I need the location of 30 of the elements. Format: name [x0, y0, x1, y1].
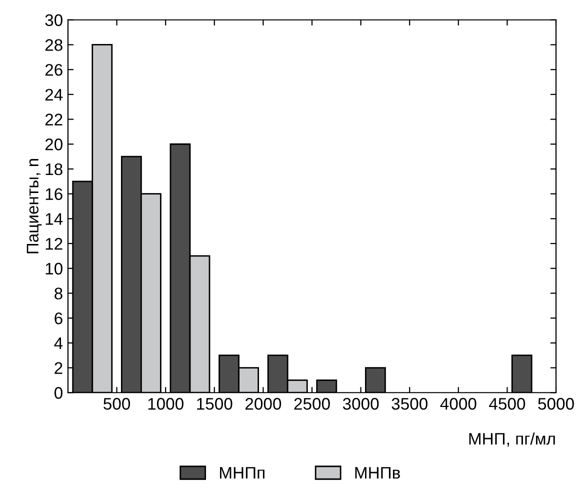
y-tick-label: 10 [46, 262, 62, 275]
legend-label: МНПп [220, 467, 264, 479]
y-tick-label: 24 [45, 88, 63, 100]
x-tick-label: 5000 [538, 398, 574, 410]
legend-label: МНПв [355, 467, 400, 479]
y-tick-label: 12 [46, 238, 62, 250]
y-tick-label: 6 [54, 312, 62, 324]
y-tick-label: 20 [45, 138, 62, 150]
x-tick-label: 2500 [294, 398, 330, 410]
x-tick-label: 1500 [197, 398, 232, 410]
x-tick-label: 2000 [245, 398, 282, 410]
x-tick-label: 1000 [148, 398, 184, 410]
x-tick-label: 3500 [392, 398, 428, 410]
y-tick-label: 26 [45, 64, 62, 76]
y-tick-label: 14 [46, 213, 63, 225]
y-tick-label: 30 [45, 14, 62, 26]
y-tick-label: 8 [54, 288, 62, 300]
y-tick-label: 16 [46, 188, 62, 200]
x-tick-label: 4000 [440, 398, 476, 410]
x-axis-title: МНП, пг/мл [469, 432, 555, 447]
y-tick-label: 22 [45, 114, 62, 126]
y-tick-label: 18 [46, 163, 62, 176]
y-axis-title: Пациенты, n [26, 158, 42, 254]
y-tick-label: 2 [54, 362, 62, 374]
y-tick-label: 0 [54, 387, 62, 399]
x-tick-label: 4500 [489, 398, 526, 410]
x-tick-label: 500 [104, 398, 130, 410]
y-tick-label: 4 [54, 338, 63, 349]
x-tick-label: 3000 [342, 398, 379, 410]
y-tick-label: 28 [45, 39, 62, 51]
